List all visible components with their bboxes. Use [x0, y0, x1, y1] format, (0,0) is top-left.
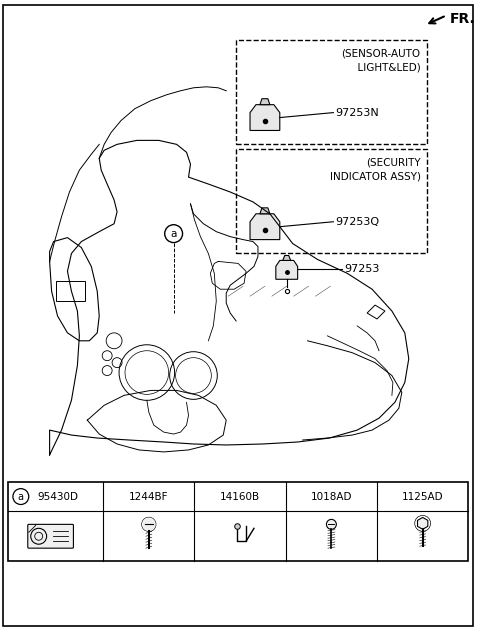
Circle shape: [326, 519, 336, 529]
Text: 97253N: 97253N: [336, 108, 379, 117]
Polygon shape: [250, 105, 280, 131]
Text: 1125AD: 1125AD: [402, 492, 444, 502]
Polygon shape: [260, 208, 270, 214]
Text: 1018AD: 1018AD: [311, 492, 352, 502]
FancyBboxPatch shape: [236, 40, 427, 144]
FancyBboxPatch shape: [8, 481, 468, 561]
Text: (SENSOR-AUTO
      LIGHT&LED): (SENSOR-AUTO LIGHT&LED): [338, 48, 420, 72]
Text: FR.: FR.: [449, 13, 475, 27]
Polygon shape: [283, 256, 291, 261]
Text: 14160B: 14160B: [220, 492, 260, 502]
Polygon shape: [260, 98, 270, 105]
Polygon shape: [418, 517, 428, 529]
Text: (SECURITY
INDICATOR ASSY): (SECURITY INDICATOR ASSY): [330, 157, 420, 181]
Polygon shape: [250, 214, 280, 240]
Circle shape: [142, 517, 156, 531]
FancyBboxPatch shape: [28, 524, 73, 548]
Text: 97253Q: 97253Q: [336, 216, 380, 227]
Text: a: a: [18, 492, 24, 502]
FancyBboxPatch shape: [56, 281, 85, 301]
Text: 1244BF: 1244BF: [129, 492, 168, 502]
FancyBboxPatch shape: [236, 150, 427, 254]
Polygon shape: [276, 261, 298, 280]
Text: 95430D: 95430D: [37, 492, 78, 502]
Polygon shape: [367, 305, 385, 319]
Text: a: a: [170, 228, 177, 239]
Text: 97253: 97253: [344, 264, 380, 274]
